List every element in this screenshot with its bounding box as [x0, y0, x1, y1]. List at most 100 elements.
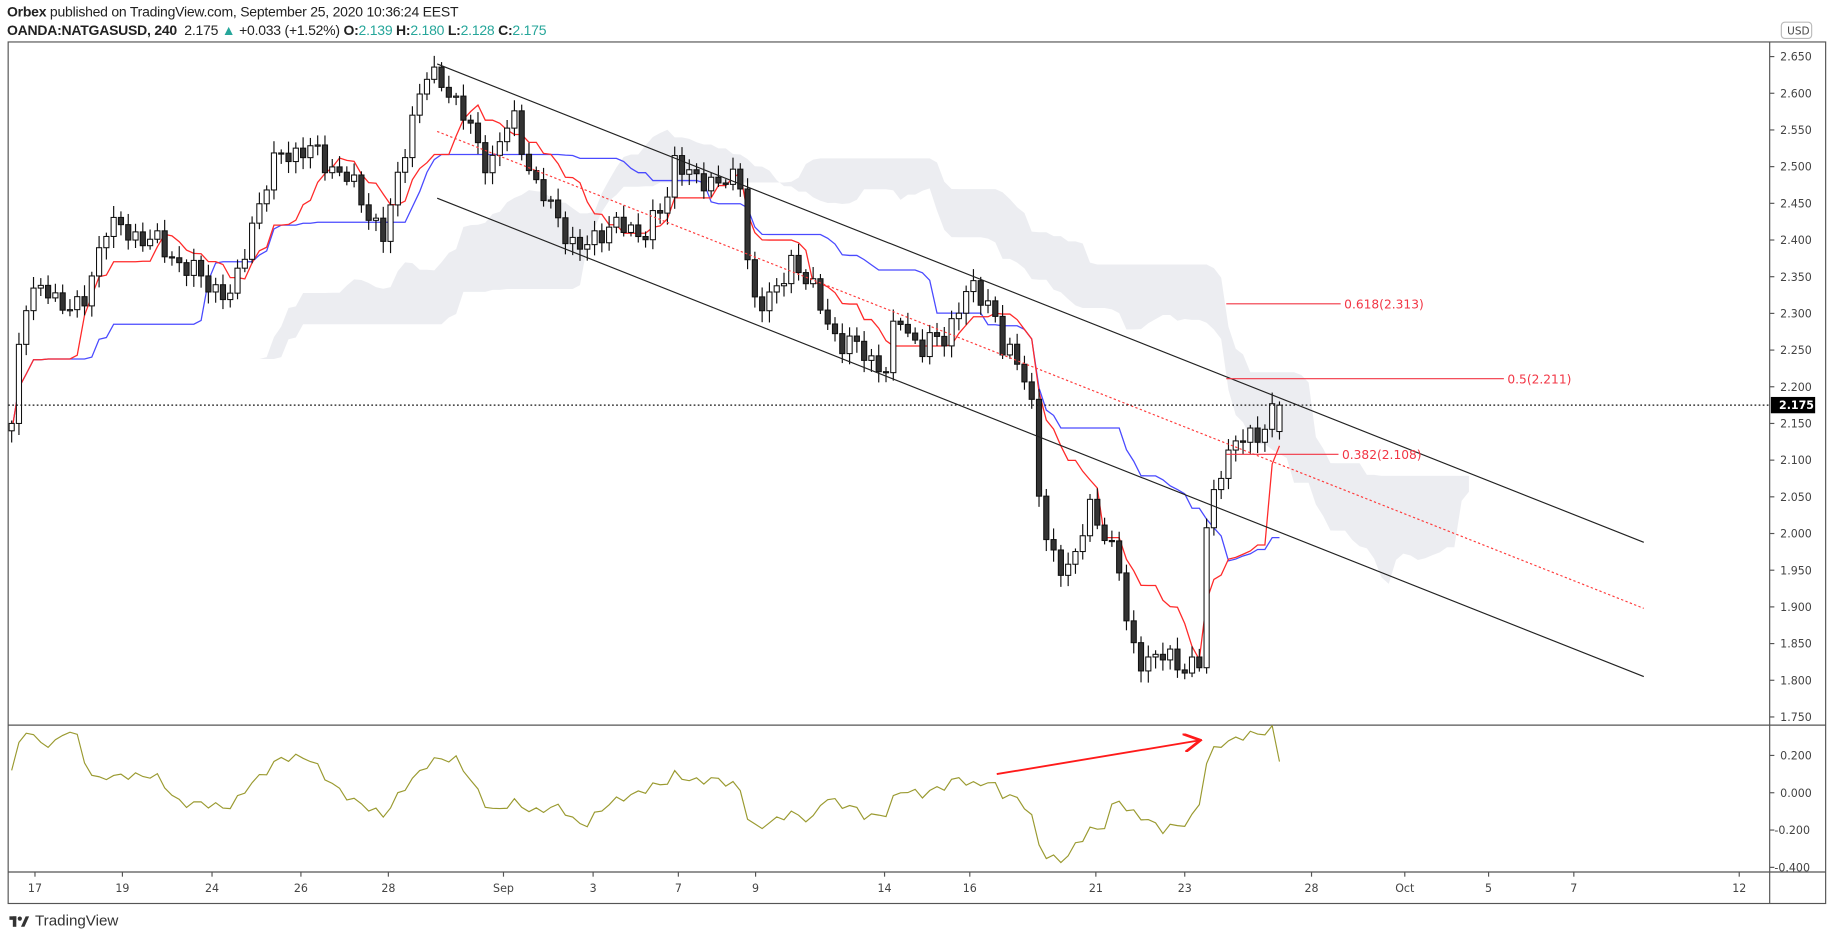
candle: [1072, 548, 1079, 574]
candle: [890, 309, 897, 381]
candle-body: [591, 230, 598, 246]
candle: [861, 331, 868, 373]
candle: [1152, 650, 1159, 669]
current-price-tag-label: 2.175: [1779, 399, 1814, 412]
candle: [52, 283, 59, 302]
candle-body: [190, 259, 197, 276]
candle-body: [664, 196, 671, 214]
price-tick-label: 2.050: [1780, 491, 1812, 504]
candle-body: [882, 371, 890, 374]
momentum-line: [11, 725, 1281, 864]
candle: [1218, 470, 1225, 500]
candle: [1065, 552, 1072, 587]
candle-body: [438, 66, 445, 88]
candle-body: [1232, 440, 1239, 451]
candle: [992, 296, 999, 323]
time-tick-label: 24: [205, 882, 219, 895]
tradingview-logo[interactable]: TradingView: [9, 912, 118, 929]
candle: [824, 298, 831, 330]
candle-body: [977, 280, 984, 306]
candle: [351, 163, 358, 188]
time-tick-label: 9: [752, 882, 759, 895]
candle-body: [525, 153, 533, 172]
current-price-tag: [1770, 396, 1816, 414]
candle: [1145, 645, 1152, 683]
candle: [576, 229, 584, 261]
candle: [1181, 663, 1188, 680]
candle-body: [125, 224, 132, 241]
candle: [489, 145, 496, 185]
candle-body: [802, 272, 809, 285]
candle-body: [1137, 642, 1145, 672]
candle-body: [321, 144, 329, 174]
candle-body: [489, 154, 496, 174]
candle: [103, 232, 110, 260]
candle: [773, 278, 780, 304]
price-tick-label: 2.000: [1780, 528, 1812, 541]
candle: [664, 187, 671, 225]
candle-body: [1145, 656, 1152, 672]
candle: [241, 249, 248, 273]
candle-body: [955, 312, 962, 320]
candle: [933, 322, 941, 346]
open-label: O:: [343, 22, 359, 39]
candle-body: [183, 262, 190, 276]
candle: [270, 141, 278, 200]
indicator-tick-label: 0.000: [1780, 787, 1812, 800]
candle-body: [168, 256, 176, 259]
time-tick-label: 21: [1089, 882, 1103, 895]
candle-body: [96, 247, 103, 277]
candle: [984, 289, 992, 314]
publisher-name[interactable]: Orbex: [6, 3, 47, 20]
candle-body: [540, 179, 547, 202]
candle-body: [1167, 648, 1174, 661]
candle-body: [1014, 343, 1021, 365]
price-tick-label: 2.150: [1780, 418, 1812, 431]
indicator-tick-label: -0.200: [1774, 824, 1810, 837]
candle-body: [941, 335, 948, 347]
kijun-sen-line: [11, 153, 1280, 562]
candle-body: [642, 236, 649, 241]
candle-body: [788, 254, 795, 285]
candle-body: [66, 309, 74, 312]
candle: [402, 149, 409, 183]
candle-body: [671, 155, 678, 198]
candle: [1174, 637, 1181, 678]
candle-body: [715, 176, 722, 184]
candle-body: [1101, 524, 1108, 542]
drawings[interactable]: 0.618(2.313) 0.5(2.211) 0.382(2.108): [8, 63, 1770, 678]
candle: [882, 366, 890, 383]
candle-body: [831, 323, 839, 335]
candle: [759, 287, 766, 323]
candle-body: [992, 300, 999, 317]
candle: [999, 305, 1006, 360]
price-tick-label: 2.400: [1780, 234, 1812, 247]
candle: [1086, 494, 1094, 542]
candle-body: [234, 267, 241, 294]
candle: [715, 165, 722, 188]
candle-body: [1130, 620, 1137, 644]
candle-body: [154, 230, 161, 240]
candle-body: [1218, 477, 1225, 491]
time-tick-label: 23: [1178, 882, 1192, 895]
symbol-legend: OANDA:NATGASUSD, 240 2.175 ▲ +0.033 (+1.…: [7, 22, 547, 39]
candle-body: [117, 216, 125, 226]
candle: [1210, 479, 1217, 536]
candle: [839, 323, 846, 364]
currency-button[interactable]: USD: [1780, 21, 1813, 40]
candle-body: [576, 236, 584, 250]
candle: [1261, 424, 1268, 452]
indicator-tick-label: -0.400: [1774, 861, 1810, 874]
candle: [256, 192, 263, 230]
candle-body: [1035, 398, 1043, 497]
candle-body: [460, 95, 467, 121]
candle: [912, 327, 919, 344]
candle: [168, 251, 176, 266]
price-change: +0.033 (+1.52%): [239, 22, 340, 39]
candle: [227, 284, 234, 308]
channel-lower-line: [436, 197, 1644, 678]
candle: [802, 269, 809, 290]
candle-body: [329, 166, 336, 174]
candle-body: [256, 203, 263, 224]
